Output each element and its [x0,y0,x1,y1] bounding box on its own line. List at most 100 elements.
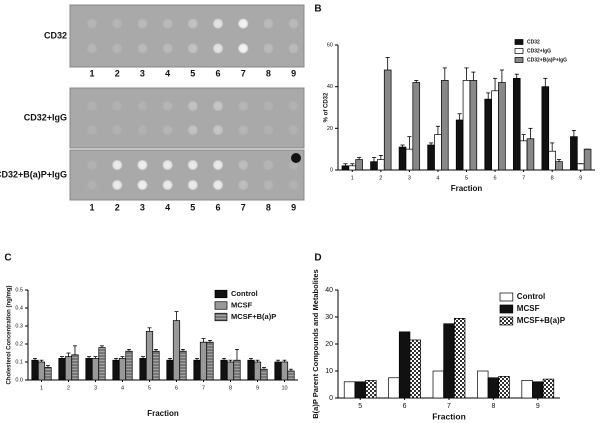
legend-label: Control [517,292,545,301]
bar [487,377,500,399]
bar [521,380,533,399]
bar [542,378,555,399]
blot-dot [187,159,199,171]
blot-dot [212,179,224,191]
blot-dot [237,42,249,54]
lane-label: 1 [89,202,94,212]
x-tick-label: 8 [491,403,495,410]
blot-spot [291,153,301,163]
blot-dot [212,42,224,54]
x-tick-label: 7 [447,403,451,410]
blot-dot [187,100,199,112]
error-bar [400,144,405,148]
error-bar [154,348,158,352]
y-tick-label: 0 [330,167,333,173]
bar [274,361,282,381]
bar [383,69,392,171]
error-bar [378,155,383,160]
x-tick-label: 5 [358,403,362,410]
y-axis-label: Cholesterol Concentration (ng/mg) [7,285,13,384]
blot-dot [237,18,249,30]
x-tick-label: 2 [379,175,382,181]
x-tick-label: 4 [121,385,124,391]
error-bar [114,357,118,361]
error-bar [276,359,280,362]
bar [462,80,471,171]
blot-dot [288,18,300,30]
error-bar [343,163,348,166]
bar [365,380,377,399]
lane-label: 4 [165,202,170,212]
error-bar [571,130,576,137]
bar [71,354,79,381]
bar [44,367,52,381]
legend-label: MCSF+B(a)P [231,312,276,321]
bar [348,165,357,171]
blot-dot [212,100,224,112]
blot-dot [86,159,98,171]
legend-swatch [514,57,524,63]
legend-swatch [214,301,228,310]
bar [498,82,506,171]
x-tick-label: 8 [551,175,554,181]
error-bar [33,357,37,361]
error-bar [371,157,377,162]
bar [548,150,556,171]
bar [412,82,421,171]
blot-dot [136,100,148,112]
bar [253,361,262,381]
error-bar [120,356,125,359]
legend-label: MCSF [517,304,540,313]
blot-dot [162,100,174,112]
bar [370,161,378,171]
x-tick-label: 1 [40,385,43,391]
bar [260,368,268,381]
error-bar [73,345,77,355]
blot-dot [86,42,98,54]
y-axis-label: B(a)P Parent Compounds and Metabolites [311,269,320,418]
blot-dot [111,179,123,191]
row-label: CD32+IgG [24,112,67,122]
y-tick-label: 60 [327,42,333,48]
blot-dot [288,179,300,191]
bar [405,148,414,171]
bar [166,359,174,381]
bar [398,331,411,399]
error-bar [528,127,533,139]
lane-label: 4 [165,68,170,78]
y-tick-label: 0.3 [15,323,23,329]
x-tick-label: 6 [494,175,497,181]
blot-strip [69,87,305,149]
blot-dot [262,18,274,30]
blot-dot [136,124,148,136]
bar [519,140,528,171]
x-tick-label: 9 [256,385,259,391]
error-bar [147,327,152,332]
y-tick-label: 30 [325,314,333,321]
lane-label: 6 [215,68,220,78]
error-bar [174,311,179,321]
blot-dot [187,179,199,191]
error-bar [429,142,434,145]
bar [58,358,66,381]
bar [377,159,385,171]
bar [172,320,181,381]
lane-label: 2 [115,202,120,212]
error-bar [543,77,548,87]
x-tick-label: 8 [229,385,232,391]
bar [434,134,442,171]
blot-dot [212,18,224,30]
blot-dot [262,124,274,136]
blot-dot [288,124,300,136]
error-bar [514,73,519,79]
error-bar [407,136,412,150]
bar [541,86,550,171]
legend-swatch [499,316,514,326]
bar [179,350,187,381]
y-tick-label: 0.2 [15,341,23,347]
x-tick-label: 1 [351,175,354,181]
bar [427,144,435,171]
error-bar [141,356,145,359]
error-bar [435,125,441,135]
